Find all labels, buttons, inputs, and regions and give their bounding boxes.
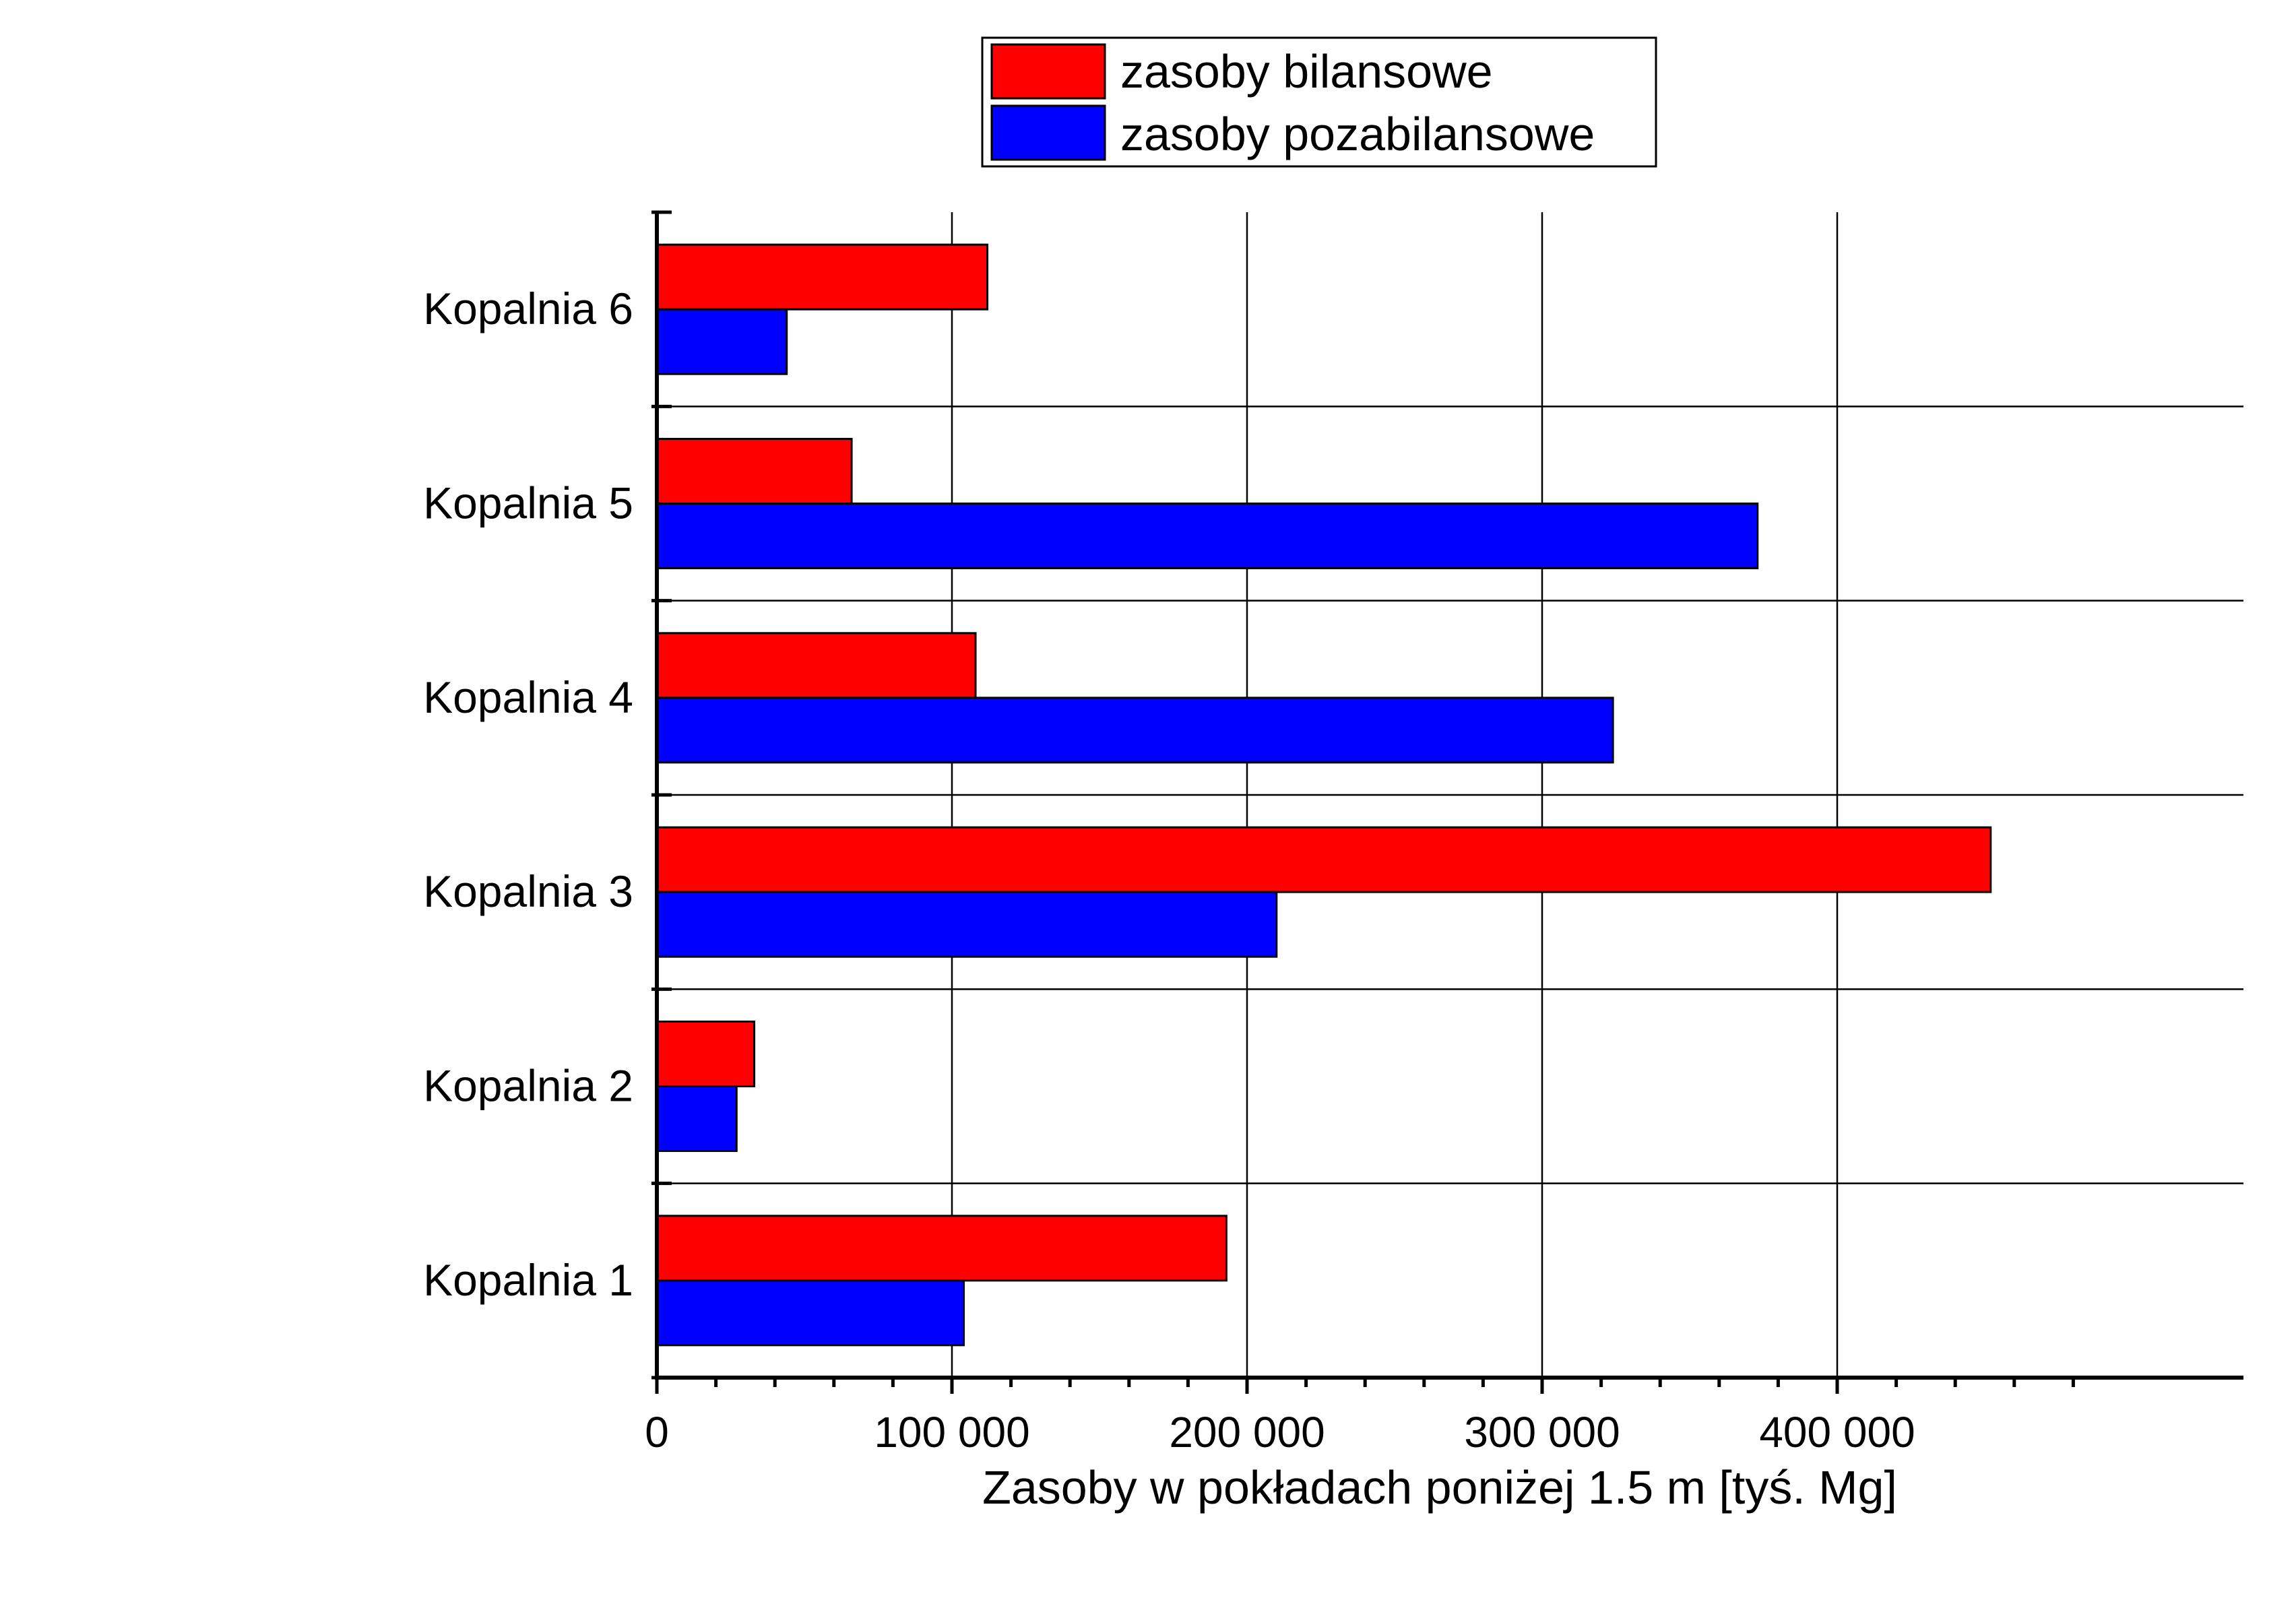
y-tick-label: Kopalnia 2 — [423, 1061, 633, 1111]
bar-layer — [656, 243, 1992, 1347]
y-tick-label: Kopalnia 5 — [423, 478, 633, 528]
bar-bilansowe-4 — [656, 632, 977, 699]
label-layer: Kopalnia 1 Kopalnia 2 Kopalnia 3 Kopalnia 4… — [423, 284, 1915, 1456]
bar-bilansowe-6 — [656, 243, 989, 311]
bar-bilansowe-2 — [656, 1021, 756, 1087]
legend-swatch-bilansowe — [990, 43, 1106, 100]
legend-label-bilansowe: zasoby bilansowe — [1120, 45, 1493, 98]
x-tick-label: 100 000 — [874, 1408, 1029, 1456]
bar-pozabilansowe-1 — [656, 1279, 965, 1347]
x-axis-title: Zasoby w pokładach poniżej 1.5 m [tyś. M… — [982, 1461, 1897, 1514]
legend-swatch-pozabilansowe — [990, 104, 1106, 161]
y-tick-label: Kopalnia 1 — [423, 1255, 633, 1305]
bar-bilansowe-3 — [656, 826, 1992, 893]
x-tick-label: 300 000 — [1464, 1408, 1620, 1456]
x-tick-label: 0 — [645, 1408, 669, 1456]
legend: zasoby bilansowe zasoby pozabilansowe — [981, 36, 1657, 168]
bar-bilansowe-5 — [656, 438, 853, 505]
y-tick-label: Kopalnia 6 — [423, 284, 633, 333]
bar-pozabilansowe-5 — [656, 503, 1759, 569]
legend-label-pozabilansowe: zasoby pozabilansowe — [1120, 108, 1595, 160]
x-tick-label: 200 000 — [1169, 1408, 1325, 1456]
axis-layer — [651, 210, 2243, 1394]
bar-pozabilansowe-2 — [656, 1085, 738, 1152]
x-tick-label: 400 000 — [1759, 1408, 1915, 1456]
bar-pozabilansowe-3 — [656, 891, 1278, 958]
bar-pozabilansowe-6 — [656, 308, 788, 375]
grid-layer — [657, 212, 2243, 1378]
bar-pozabilansowe-4 — [656, 697, 1614, 764]
bar-bilansowe-1 — [656, 1215, 1227, 1282]
y-tick-label: Kopalnia 4 — [423, 672, 633, 722]
y-tick-label: Kopalnia 3 — [423, 866, 633, 916]
